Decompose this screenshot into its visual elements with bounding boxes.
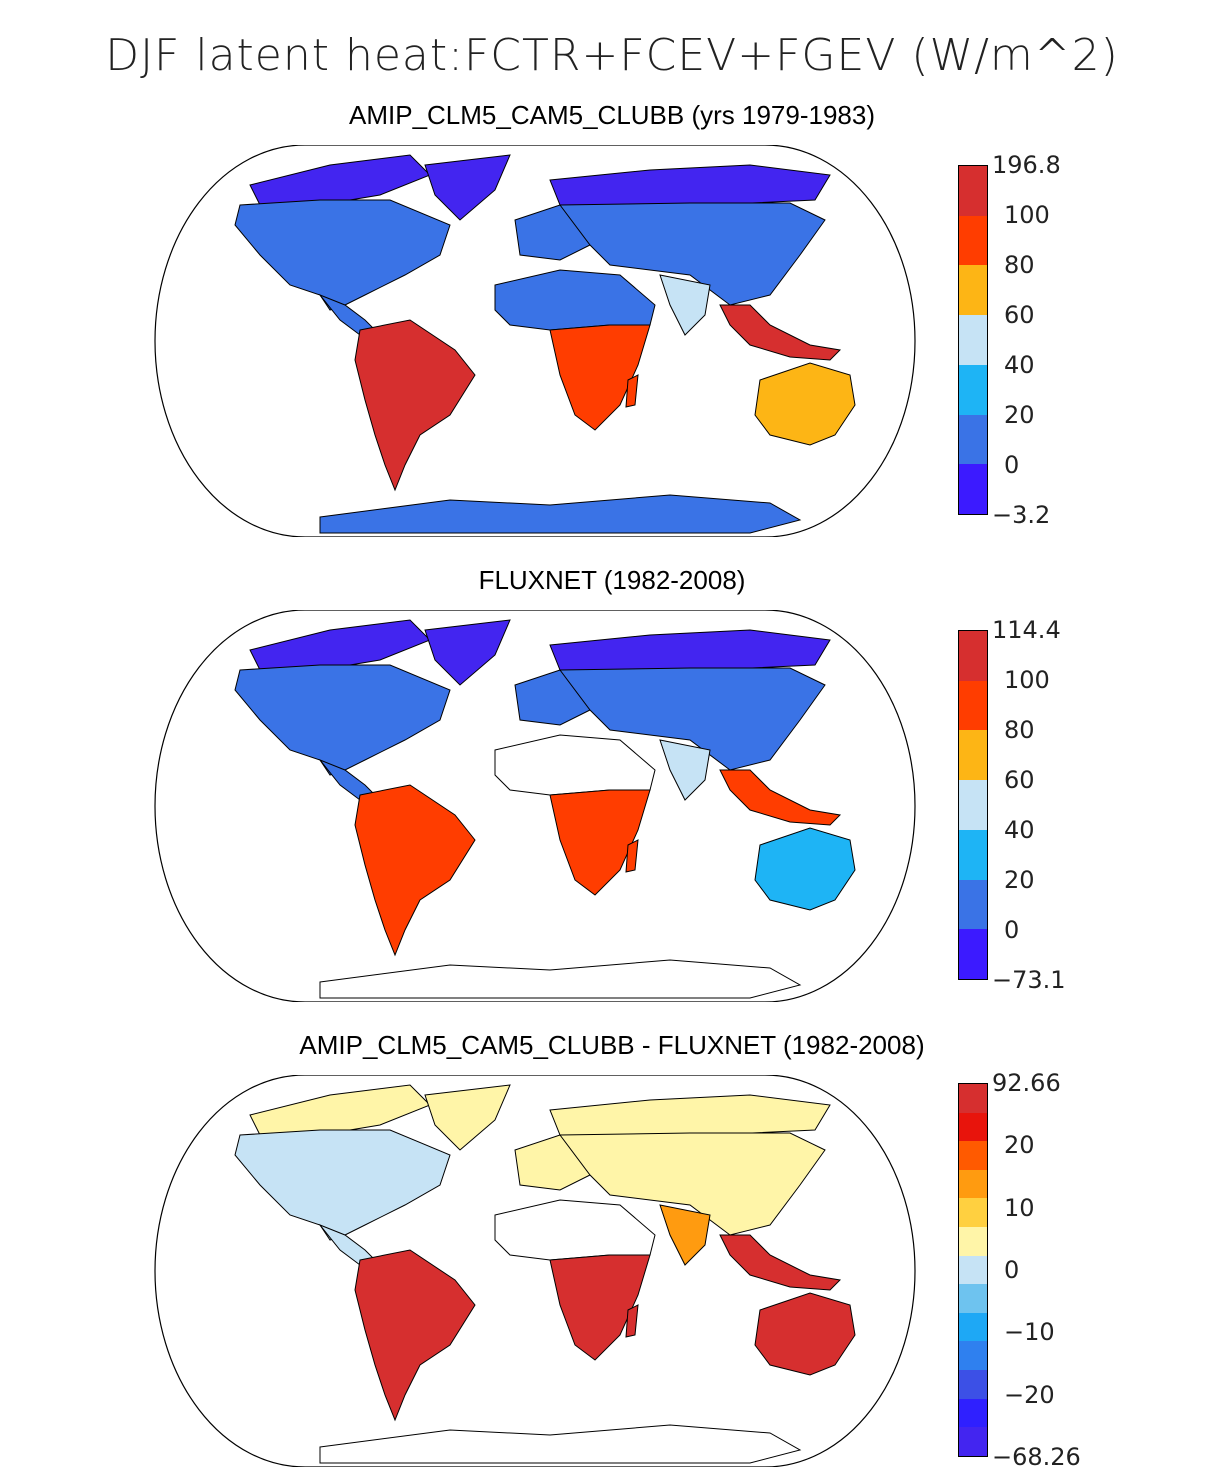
colorbar-segment (959, 414, 987, 465)
greenland-region (424, 1084, 511, 1151)
panel-2-colorbar (958, 630, 988, 980)
colorbar-segment (959, 166, 987, 216)
colorbar-segment (959, 1312, 987, 1342)
colorbar-tick-label: 20 (1004, 401, 1035, 429)
colorbar-tick-label: −20 (1004, 1380, 1055, 1409)
india-region (659, 1204, 711, 1266)
colorbar-tick-label: −73.1 (992, 966, 1066, 994)
panel-1-colorbar (958, 165, 988, 515)
figure-title: DJF latent heat:FCTR+FCEV+FGEV (W/m^2) (105, 30, 1119, 81)
colorbar-segment (959, 1227, 987, 1256)
antarctica-region (319, 494, 802, 534)
colorbar-segment (959, 464, 987, 514)
panel-2-map (154, 610, 916, 1002)
south-america-region (354, 784, 476, 957)
colorbar-tick-label: 10 (1004, 1193, 1035, 1222)
asia-region (559, 1132, 826, 1236)
south-america-region (354, 1249, 476, 1422)
north-america-region (234, 1129, 451, 1241)
madagascar-region (625, 1304, 639, 1338)
colorbar-tick-label: 100 (1004, 666, 1050, 694)
north-america-region (234, 664, 451, 776)
colorbar-tick-label: −10 (1004, 1318, 1055, 1347)
panel-1-title: AMIP_CLM5_CAM5_CLUBB (yrs 1979-1983) (349, 100, 875, 130)
colorbar-tick-label: −3.2 (992, 501, 1051, 529)
madagascar-region (625, 374, 639, 408)
australia-region (754, 362, 856, 446)
south-america-region (354, 319, 476, 492)
colorbar-tick-label: 0 (1004, 451, 1020, 479)
colorbar-segment (959, 1141, 987, 1170)
colorbar-segment (959, 1341, 987, 1371)
colorbar-segment (959, 780, 987, 830)
colorbar-tick-label: 0 (1004, 916, 1020, 944)
asia-region (559, 202, 826, 306)
colorbar-segment (959, 1112, 987, 1142)
colorbar-segment (959, 1255, 987, 1285)
colorbar-segment (959, 1198, 987, 1228)
map-border (154, 610, 916, 1002)
colorbar-tick-label: −68.26 (992, 1443, 1081, 1471)
map-border (154, 145, 916, 537)
antarctica-region (319, 1424, 802, 1464)
colorbar-tick-label: 80 (1004, 251, 1035, 279)
colorbar-segment (959, 1370, 987, 1399)
north-america-region (234, 199, 451, 311)
colorbar-segment (959, 215, 987, 266)
australia-region (754, 1292, 856, 1376)
panel-2-title: FLUXNET (1982-2008) (478, 565, 746, 595)
colorbar-segment (959, 680, 987, 731)
colorbar-tick-label: 40 (1004, 351, 1035, 379)
southeast-asia-region (719, 769, 842, 826)
southeast-asia-region (719, 1234, 842, 1291)
colorbar-segment (959, 1284, 987, 1313)
colorbar-tick-label: 114.4 (992, 616, 1061, 644)
greenland-region (424, 154, 511, 221)
colorbar-tick-label: 196.8 (992, 151, 1061, 179)
colorbar-segment (959, 315, 987, 365)
panel-3-map (154, 1075, 916, 1467)
colorbar-segment (959, 631, 987, 681)
colorbar-tick-label: 0 (1004, 1256, 1020, 1284)
colorbar-segment (959, 1427, 987, 1456)
colorbar-segment (959, 1084, 987, 1113)
colorbar-tick-label: 92.66 (992, 1069, 1061, 1097)
colorbar-segment (959, 1398, 987, 1428)
india-region (659, 739, 711, 801)
antarctica-region (319, 959, 802, 999)
colorbar-tick-label: 20 (1004, 1131, 1035, 1160)
panel-3-title: AMIP_CLM5_CAM5_CLUBB - FLUXNET (1982-200… (299, 1030, 925, 1060)
colorbar-segment (959, 929, 987, 979)
australia-region (754, 827, 856, 911)
colorbar-tick-label: 60 (1004, 766, 1035, 794)
colorbar-segment (959, 1169, 987, 1199)
colorbar-segment (959, 730, 987, 781)
colorbar-segment (959, 265, 987, 316)
south-africa-region (549, 1254, 651, 1361)
colorbar-tick-label: 40 (1004, 816, 1035, 844)
colorbar-segment (959, 829, 987, 880)
panel-1-map (154, 145, 916, 537)
southeast-asia-region (719, 304, 842, 361)
colorbar-tick-label: 20 (1004, 866, 1035, 894)
colorbar-segment (959, 364, 987, 415)
colorbar-tick-label: 80 (1004, 716, 1035, 744)
greenland-region (424, 619, 511, 686)
colorbar-tick-label: 60 (1004, 301, 1035, 329)
colorbar-segment (959, 879, 987, 930)
madagascar-region (625, 839, 639, 873)
map-border (154, 1075, 916, 1467)
south-africa-region (549, 789, 651, 896)
colorbar-tick-label: 100 (1004, 201, 1050, 229)
india-region (659, 274, 711, 336)
asia-region (559, 667, 826, 771)
panel-3-colorbar (958, 1083, 988, 1457)
south-africa-region (549, 324, 651, 431)
